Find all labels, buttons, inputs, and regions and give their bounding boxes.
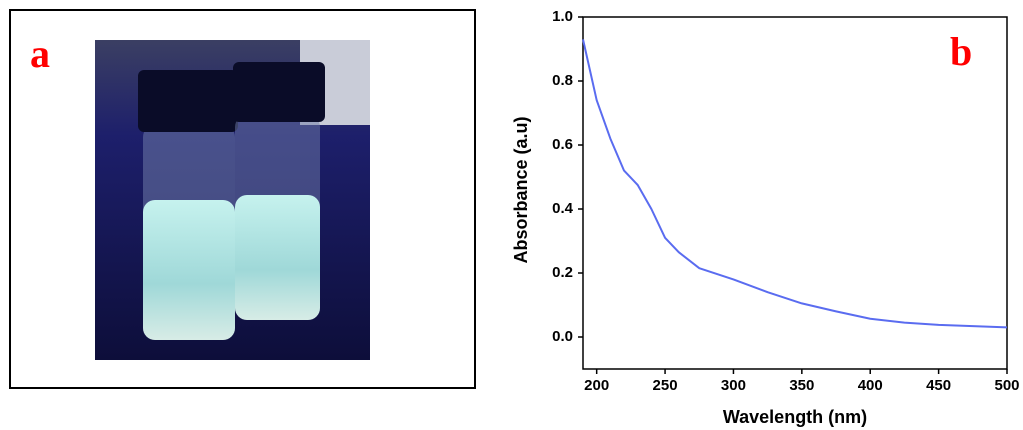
x-axis-title: Wavelength (nm) [723,407,867,427]
panel-label: b [950,29,972,74]
plot-frame [582,16,1008,370]
x-tick-label: 450 [926,377,951,394]
vial-liquid [143,200,235,340]
panel-frame [9,9,476,389]
vial-cap [138,70,238,132]
y-tick-label: 0.6 [552,136,573,153]
vial-cap [233,62,325,122]
vial-liquid [235,195,320,320]
y-tick-label: 0.2 [552,264,573,281]
x-tick-label: 400 [858,377,883,394]
y-tick-label: 0.4 [552,200,574,217]
x-tick-label: 350 [789,377,814,394]
x-tick-label: 500 [994,377,1019,394]
y-axis-title: Absorbance (a.u) [511,116,531,263]
data-line [582,39,1008,329]
photo [95,40,370,360]
x-tick-label: 250 [653,377,678,394]
panel-label: a [30,31,50,76]
x-tick-label: 200 [584,377,609,394]
y-tick-label: 0.0 [552,328,573,345]
y-tick-label: 0.8 [552,72,573,89]
y-tick-label: 1.0 [552,8,573,25]
x-tick-label: 300 [721,377,746,394]
